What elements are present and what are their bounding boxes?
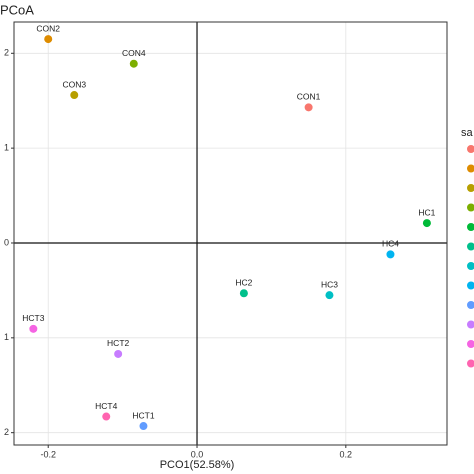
y-tick-label: 1 <box>4 143 9 153</box>
point-label: HC4 <box>382 239 399 249</box>
point <box>70 91 79 100</box>
point <box>422 219 431 228</box>
legend-swatch <box>467 359 474 368</box>
legend-swatch <box>467 301 474 309</box>
legend-title: sa <box>461 127 474 139</box>
point-label: CON1 <box>297 92 321 102</box>
legend-swatch <box>467 281 474 290</box>
x-tick-label: -0.2 <box>40 449 56 459</box>
point-label: HCT1 <box>132 410 154 420</box>
y-tick-label: 2 <box>4 427 9 437</box>
y-tick-label: 2 <box>4 48 9 58</box>
point-label: CON2 <box>36 23 60 33</box>
x-tick-label: 0.2 <box>340 449 353 459</box>
legend-swatch <box>467 223 474 231</box>
y-tick-label: 1 <box>4 332 9 342</box>
point-label: HC2 <box>235 278 252 288</box>
y-tick-label: 0 <box>4 237 9 247</box>
point-label: HCT4 <box>95 401 117 411</box>
point <box>114 349 123 358</box>
legend-swatch <box>467 184 474 192</box>
legend-swatch <box>467 340 474 348</box>
chart-title: PCoA <box>0 2 34 17</box>
legend-swatch <box>467 203 474 212</box>
x-axis-label: PCO1(52.58%) <box>160 459 235 471</box>
point <box>139 422 148 431</box>
point-label: HCT3 <box>22 313 44 323</box>
point <box>304 103 313 112</box>
plot-border <box>13 21 448 446</box>
legend-swatch <box>467 320 474 329</box>
legend-swatch <box>467 164 474 173</box>
legend-swatch <box>467 145 474 153</box>
legend-swatch <box>467 242 474 251</box>
point-label: HCT2 <box>107 338 129 348</box>
point <box>129 59 138 68</box>
point-label: CON3 <box>62 79 86 89</box>
point-label: CON4 <box>122 48 146 58</box>
point-label: HC1 <box>418 207 435 217</box>
point <box>29 324 38 333</box>
legend-swatch <box>467 262 474 270</box>
point <box>239 289 248 298</box>
point <box>102 412 111 421</box>
point-label: HC3 <box>321 279 338 289</box>
point <box>386 250 395 259</box>
x-tick-label: 0.0 <box>191 449 204 459</box>
point <box>44 35 53 44</box>
point <box>325 291 334 300</box>
